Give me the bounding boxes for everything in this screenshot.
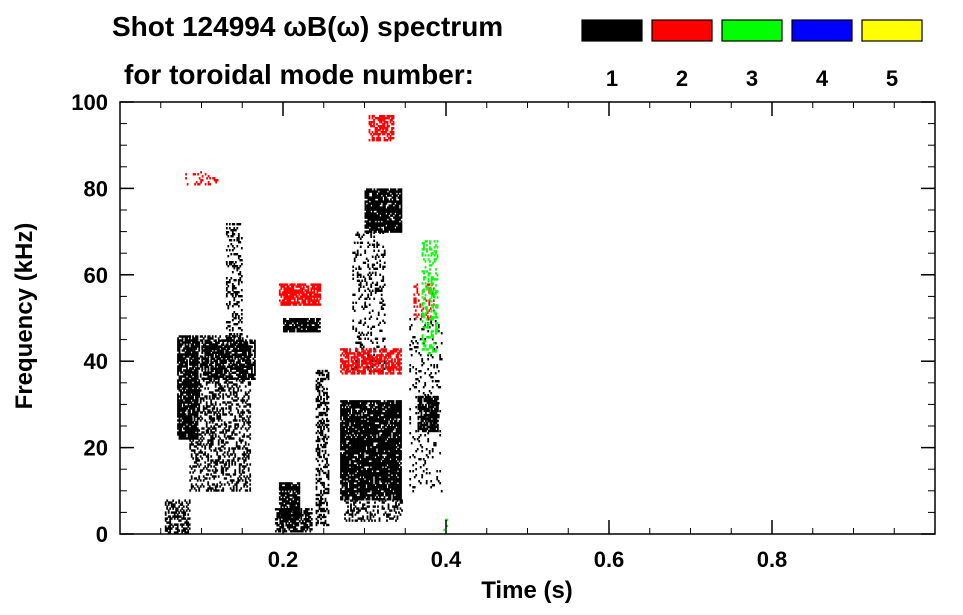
x-tick-label-0.8: 0.8 xyxy=(757,547,788,572)
spectrum-region-mode-1-10 xyxy=(344,499,403,522)
x-tick-label-0.2: 0.2 xyxy=(268,547,299,572)
spectrum-region-mode-2-19 xyxy=(185,171,219,186)
legend-label-mode-5: 5 xyxy=(886,66,898,91)
legend-swatch-mode-2 xyxy=(651,19,713,42)
spectrum-region-mode-2-17 xyxy=(368,115,395,142)
legend-swatch-mode-1 xyxy=(581,19,643,42)
spectrum-region-mode-1-4 xyxy=(225,223,243,342)
x-tick-label-0.4: 0.4 xyxy=(431,547,462,572)
legend-label-mode-1: 1 xyxy=(606,66,618,91)
spectrum-region-mode-1-0 xyxy=(164,499,191,534)
chart-title-line1: Shot 124994 ωB(ω) spectrum xyxy=(112,11,503,42)
y-tick-label-0: 0 xyxy=(96,522,108,547)
legend-label-mode-2: 2 xyxy=(676,66,688,91)
spectrum-region-mode-2-16 xyxy=(340,348,402,375)
y-tick-label-60: 60 xyxy=(84,263,108,288)
x-tick-label-0.6: 0.6 xyxy=(594,547,625,572)
x-axis-label: Time (s) xyxy=(481,577,573,604)
spectrum-region-mode-1-8 xyxy=(315,369,330,527)
spectrum-region-mode-1-7 xyxy=(283,318,321,333)
axes: 0 20 40 60 80 100 0.2 0.4 0.6 0.8 xyxy=(71,90,936,572)
chart-title-line2: for toroidal mode number: xyxy=(124,59,474,90)
spectrum-region-mode-1-11 xyxy=(352,231,386,372)
spectrum-region-mode-2-15 xyxy=(278,283,322,306)
y-tick-label-20: 20 xyxy=(84,436,108,461)
spectrum-region-mode-1-12 xyxy=(364,188,403,233)
spectrum-region-mode-3-20 xyxy=(421,240,439,355)
legend-swatch-mode-4 xyxy=(791,19,853,42)
y-tick-label-40: 40 xyxy=(84,349,108,374)
spectrum-region-mode-1-3 xyxy=(201,339,256,380)
spectrum-region-mode-1-14 xyxy=(409,318,443,493)
spectrum-region-mode-1-6 xyxy=(274,508,313,533)
legend-swatch-mode-5 xyxy=(861,19,923,42)
legend-label-mode-4: 4 xyxy=(816,66,829,91)
plot-area xyxy=(164,115,449,534)
spectrum-region-mode-3-21 xyxy=(443,518,449,532)
y-tick-label-80: 80 xyxy=(84,176,108,201)
legend-swatch-mode-3 xyxy=(721,19,783,42)
y-tick-label-100: 100 xyxy=(71,90,108,115)
spectrum-region-mode-1-9 xyxy=(340,400,402,501)
spectrum-region-mode-1-2 xyxy=(189,335,252,492)
legend-label-mode-3: 3 xyxy=(746,66,758,91)
legend: 1 2 3 4 5 xyxy=(581,19,923,91)
y-axis-label: Frequency (kHz) xyxy=(11,223,38,410)
